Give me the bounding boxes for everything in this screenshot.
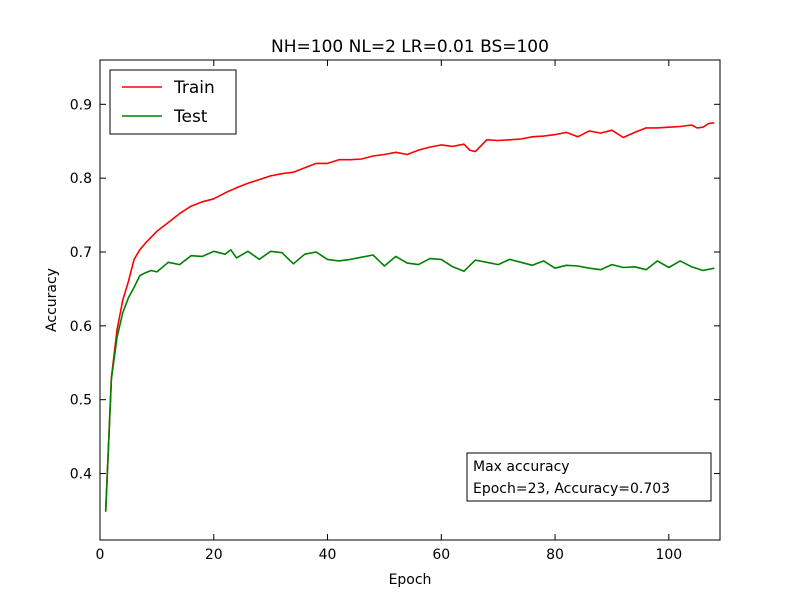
- x-tick-label: 100: [655, 547, 682, 563]
- y-tick-label: 0.7: [70, 245, 92, 261]
- legend-label-test: Test: [173, 107, 208, 127]
- y-tick-label: 0.4: [70, 467, 92, 483]
- series-layer: [104, 122, 715, 512]
- y-tick-label: 0.8: [70, 171, 92, 187]
- legend-box: [109, 69, 237, 135]
- annotation-box: [466, 452, 712, 502]
- x-tick-label: 0: [96, 547, 105, 563]
- chart-title: NH=100 NL=2 LR=0.01 BS=100: [271, 37, 549, 57]
- series-line-train: [104, 122, 715, 511]
- x-tick-label: 40: [319, 547, 337, 563]
- x-tick-label: 80: [546, 547, 564, 563]
- ticks-layer: 0 20 40 60 80 100 0.4 0.5 0.6 0.7 0.8 0.9: [70, 60, 720, 563]
- x-tick-label: 60: [432, 547, 450, 563]
- x-tick-label: 20: [205, 547, 223, 563]
- series-line-test: [104, 249, 715, 512]
- legend: Train Test: [109, 69, 237, 135]
- y-tick-label: 0.6: [70, 319, 92, 335]
- max-accuracy-annotation: Max accuracy Epoch=23, Accuracy=0.703: [466, 452, 712, 502]
- legend-label-train: Train: [173, 78, 215, 98]
- annotation-line-1: Max accuracy: [473, 459, 570, 475]
- y-tick-label: 0.5: [70, 393, 92, 409]
- y-axis-label: Accuracy: [44, 268, 60, 332]
- y-tick-label: 0.9: [70, 97, 92, 113]
- annotation-line-2: Epoch=23, Accuracy=0.703: [473, 481, 670, 497]
- x-axis-label: Epoch: [389, 572, 432, 588]
- plot-frame: [99, 59, 721, 541]
